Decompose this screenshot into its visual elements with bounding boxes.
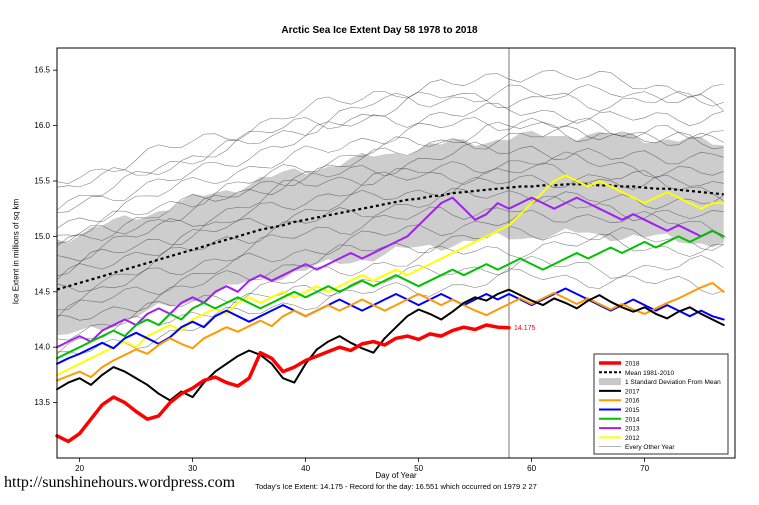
legend-label: Every Other Year bbox=[625, 444, 675, 451]
background-year-line bbox=[56, 102, 724, 213]
std-deviation-band bbox=[57, 130, 724, 336]
series-2016 bbox=[56, 281, 725, 382]
y-tick-label: 14.5 bbox=[34, 287, 50, 296]
background-year-line bbox=[56, 255, 724, 355]
background-year-line bbox=[56, 125, 724, 237]
legend-label: Mean 1981-2010 bbox=[625, 370, 675, 377]
series-2012 bbox=[56, 174, 725, 376]
background-year-line bbox=[56, 121, 724, 244]
legend-label: 2012 bbox=[625, 435, 640, 442]
mean-line bbox=[56, 183, 724, 291]
y-tick-label: 15.5 bbox=[34, 176, 50, 185]
site-url[interactable]: http://sunshinehours.wordpress.com bbox=[4, 474, 236, 491]
legend-label: 2015 bbox=[625, 407, 640, 414]
x-tick-label: 30 bbox=[188, 464, 197, 473]
background-year-line bbox=[56, 117, 724, 229]
series-2017 bbox=[56, 288, 725, 402]
chart-title: Arctic Sea Ice Extent Day 58 1978 to 201… bbox=[281, 25, 478, 36]
series-2014 bbox=[56, 229, 725, 360]
background-year-line bbox=[56, 209, 724, 318]
legend-label: 1 Standard Deviation From Mean bbox=[625, 379, 721, 386]
background-year-line bbox=[56, 233, 724, 341]
footer-caption: Today's Ice Extent: 14.175 - Record for … bbox=[255, 482, 537, 491]
y-axis-label: Ice Extent in millions of sq km bbox=[11, 198, 21, 305]
background-year-line bbox=[56, 84, 724, 211]
legend-band-swatch bbox=[599, 378, 621, 386]
x-tick-label: 40 bbox=[301, 464, 310, 473]
x-tick-label: 50 bbox=[414, 464, 423, 473]
plot-border bbox=[56, 47, 736, 459]
legend-label: 2014 bbox=[625, 416, 640, 423]
y-tick-label: 16.0 bbox=[34, 121, 50, 130]
current-extent-annotation: 14.175 bbox=[514, 325, 536, 332]
background-year-line bbox=[56, 70, 724, 184]
background-year-line bbox=[56, 151, 724, 262]
legend-label: 2013 bbox=[625, 426, 640, 433]
legend-label: 2018 bbox=[625, 361, 640, 368]
background-year-line bbox=[56, 162, 724, 277]
series-2018 bbox=[55, 323, 511, 444]
background-year-line bbox=[56, 195, 724, 311]
x-tick-label: 70 bbox=[640, 464, 649, 473]
legend-label: 2017 bbox=[625, 388, 640, 395]
y-tick-label: 13.5 bbox=[34, 398, 50, 407]
series-2013 bbox=[56, 196, 725, 349]
background-year-line bbox=[56, 268, 724, 355]
x-tick-label: 60 bbox=[527, 464, 536, 473]
legend-label: 2016 bbox=[625, 398, 640, 405]
y-tick-label: 16.5 bbox=[34, 66, 50, 75]
background-year-line bbox=[56, 84, 724, 188]
x-tick-label: 20 bbox=[75, 464, 84, 473]
y-tick-label: 14.0 bbox=[34, 343, 50, 352]
y-tick-label: 15.0 bbox=[34, 232, 50, 241]
background-year-line bbox=[56, 187, 724, 293]
x-axis-label: Day of Year bbox=[375, 471, 417, 480]
